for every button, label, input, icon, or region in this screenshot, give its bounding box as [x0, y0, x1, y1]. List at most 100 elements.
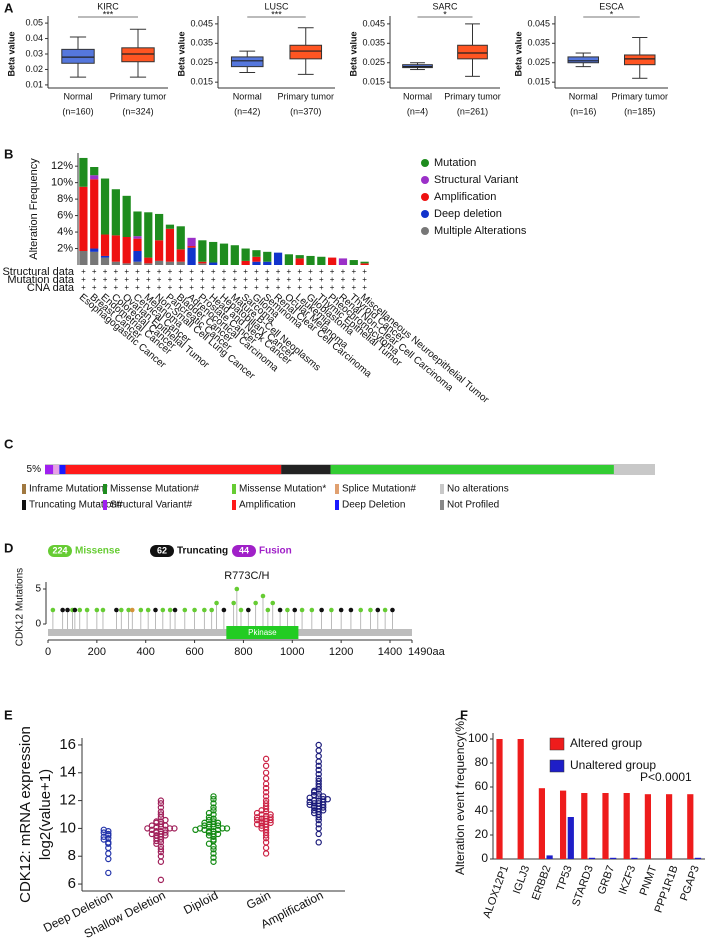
sample-size: (n=4)	[407, 106, 428, 116]
chart-title: ESCA	[599, 1, 624, 11]
profile-marker: +	[124, 283, 129, 292]
data-point	[320, 793, 327, 800]
lollipop-head	[214, 600, 219, 606]
bar-segment	[100, 257, 110, 265]
lollipop-head	[358, 607, 363, 613]
profile-marker: +	[92, 283, 97, 292]
data-point	[105, 855, 112, 863]
data-point	[262, 762, 270, 770]
panel-label: E	[4, 707, 13, 722]
y-tick-label: 0.035	[190, 38, 213, 48]
bar	[538, 788, 545, 859]
y-tick-label: 0.035	[527, 38, 550, 48]
bar-segment	[79, 157, 88, 187]
y-tick-label: 12	[59, 792, 76, 809]
lollipop-head	[160, 607, 166, 613]
legend-swatch	[335, 484, 339, 494]
sample-segment	[613, 465, 655, 474]
y-tick-label: 5	[35, 584, 41, 595]
bar-segment	[122, 195, 131, 237]
legend-label: Missense Mutation#	[110, 484, 199, 495]
data-point	[262, 793, 270, 800]
data-point	[157, 800, 165, 807]
profile-marker: +	[254, 275, 259, 284]
y-tick-label: 0.025	[190, 57, 213, 67]
bar-segment	[90, 251, 99, 265]
panel-label: A	[4, 0, 14, 15]
y-tick-label: 4%	[57, 226, 73, 238]
lollipop-head	[118, 607, 124, 613]
data-point	[320, 807, 327, 814]
y-tick-label: 0.015	[527, 77, 550, 87]
profile-marker: +	[200, 267, 205, 276]
data-point	[157, 804, 165, 811]
legend-label: Structural Variant	[434, 174, 518, 186]
bar-segment	[252, 250, 261, 257]
y-tick-label: 6%	[57, 209, 73, 221]
legend-label: Structural Variant#	[110, 500, 193, 511]
bar	[631, 857, 638, 859]
legend-label: Truncating Mutation#	[29, 500, 123, 511]
box	[457, 44, 488, 60]
bar	[581, 793, 588, 859]
data-point	[315, 775, 322, 782]
profile-marker: +	[124, 267, 129, 276]
profile-marker: +	[103, 283, 108, 292]
data-point	[157, 853, 165, 860]
bar-segment	[133, 251, 142, 262]
bar	[687, 794, 694, 859]
profile-marker: +	[330, 267, 335, 276]
data-point	[157, 797, 165, 804]
sample-size: (n=324)	[122, 106, 153, 116]
x-tick-label: 800	[234, 646, 252, 658]
significance: *	[610, 9, 614, 19]
bar-segment	[209, 241, 218, 263]
profile-marker: +	[222, 275, 227, 284]
lollipop-head	[182, 607, 188, 613]
lollipop-head	[285, 607, 290, 613]
bar-segment	[252, 256, 261, 262]
x-tick-label: 600	[185, 646, 203, 658]
legend-swatch	[421, 193, 429, 201]
profile-marker: +	[319, 283, 324, 292]
bar-segment	[111, 189, 120, 236]
lollipop-head	[260, 593, 266, 599]
sample-segment	[45, 465, 54, 474]
lollipop-head	[94, 607, 100, 613]
lollipop-head	[309, 607, 315, 613]
profile-marker: +	[135, 267, 140, 276]
x-tick-label: TP53	[554, 864, 574, 893]
sample-size: (n=42)	[234, 106, 260, 116]
bar-segment	[155, 240, 164, 261]
profile-marker: +	[287, 275, 292, 284]
bar-segment	[144, 212, 153, 258]
data-point	[320, 804, 327, 811]
bar-segment	[328, 257, 337, 265]
lollipop-head	[277, 607, 283, 613]
data-point	[262, 797, 270, 804]
x-tick-label: Gain	[244, 888, 273, 912]
lollipop-head	[202, 607, 207, 613]
bar-segment	[90, 167, 99, 176]
profile-marker: +	[178, 267, 183, 276]
data-point	[153, 818, 160, 825]
significance: *	[443, 9, 447, 19]
lollipop-head	[72, 607, 78, 613]
bar-segment	[122, 237, 131, 264]
lollipop-head	[375, 607, 381, 613]
bar-segment	[176, 249, 185, 262]
profile-marker: +	[92, 267, 97, 276]
profile-marker: +	[319, 275, 324, 284]
lollipop-head	[129, 607, 135, 613]
sample-segment	[59, 465, 66, 474]
chart-title: KIRC	[97, 1, 119, 11]
significance: ***	[271, 9, 282, 19]
profile-marker: +	[189, 283, 194, 292]
data-point	[100, 826, 108, 834]
lollipop-head	[238, 607, 244, 613]
bar-segment	[187, 247, 196, 265]
x-tick-label: ALOX12P1	[481, 864, 511, 920]
bar-segment	[176, 261, 185, 265]
y-tick-label: 0	[35, 619, 41, 630]
